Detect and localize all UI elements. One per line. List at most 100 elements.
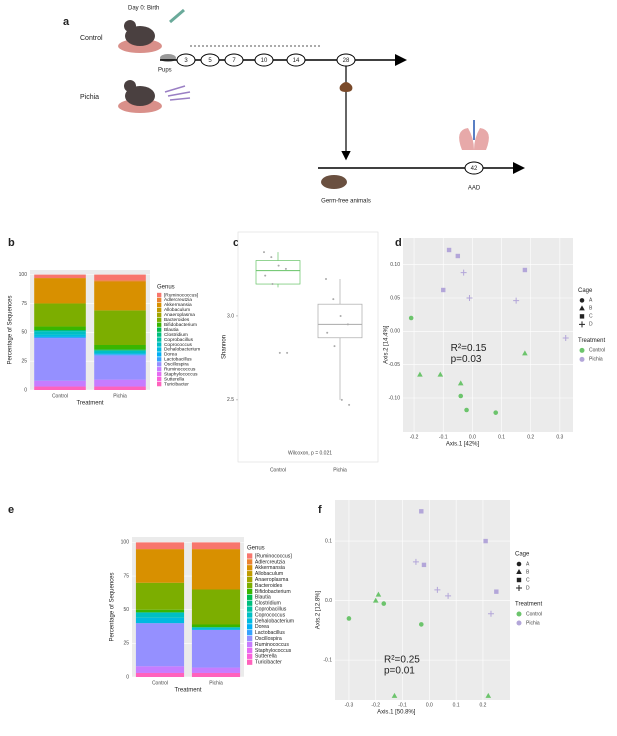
- point: [412, 558, 419, 565]
- legend-swatch: [247, 606, 253, 612]
- point: [437, 371, 444, 377]
- group-label: Pichia: [80, 94, 99, 101]
- point: [458, 393, 464, 399]
- y-axis-title: Shannon: [222, 335, 228, 359]
- legend-symbol: [579, 347, 585, 353]
- legend-swatch: [157, 381, 162, 387]
- pichia-icon: [164, 85, 191, 101]
- legend-swatch: [157, 376, 162, 382]
- legend-label: Staphylococcus: [255, 648, 292, 654]
- bar-segment: [94, 386, 146, 390]
- bar-segment: [94, 354, 146, 356]
- legend-swatch: [247, 635, 253, 642]
- legend-swatch: [247, 659, 253, 665]
- bar-segment: [135, 549, 185, 583]
- legend-swatch: [157, 342, 162, 347]
- legend-swatch: [247, 647, 253, 654]
- legend-swatch: [247, 624, 253, 630]
- legend-swatch: [247, 582, 253, 589]
- legend-label: Anaeroplasma: [255, 577, 289, 583]
- point: [326, 331, 329, 334]
- timepoint-label: 28: [343, 58, 350, 64]
- bar-segment: [94, 345, 146, 350]
- legend-label: Control: [589, 348, 605, 354]
- point: [284, 267, 287, 270]
- bar-segment: [191, 624, 241, 628]
- legend-swatch: [157, 307, 162, 313]
- legend-swatch: [157, 347, 162, 352]
- timepoint-label: 7: [232, 58, 236, 64]
- y-tick-label: 50: [123, 607, 129, 613]
- pups-label: Pups: [158, 68, 172, 74]
- legend-swatch: [247, 576, 253, 583]
- y-tick-label: -0.10: [389, 395, 401, 401]
- legend-swatch: [157, 297, 162, 303]
- x-tick-label: Pichia: [113, 393, 127, 399]
- point: [445, 592, 452, 599]
- y-tick-label: 0.00: [390, 329, 400, 335]
- x-axis-title: Axis.1 [50.8%]: [377, 710, 416, 716]
- y-tick-label: 75: [123, 573, 129, 579]
- y-tick-label: 0.1: [325, 538, 332, 544]
- legend-symbol: [516, 585, 522, 591]
- y-tick-label: 50: [21, 330, 27, 336]
- legend-label: Dorea: [164, 352, 177, 358]
- legend-swatch: [157, 317, 162, 322]
- lung-icon: [459, 128, 489, 150]
- bar-segment: [135, 666, 185, 673]
- legend-swatch: [247, 641, 253, 648]
- annotation: R²=0.15: [451, 343, 487, 354]
- x-axis-title: Treatment: [174, 688, 201, 694]
- panel-label: b: [8, 237, 15, 249]
- panel-a: a Day 0: Birth Control Pichia Pups Germ-…: [63, 6, 525, 205]
- x-tick-label: Pichia: [333, 467, 347, 473]
- bar-segment: [94, 281, 146, 311]
- y-tick-label: 75: [21, 301, 27, 307]
- legend-title: Genus: [157, 285, 175, 291]
- point: [375, 591, 382, 597]
- bar-segment: [94, 349, 146, 351]
- legend-label: Sutterella: [255, 654, 277, 660]
- bar-segment: [34, 380, 86, 387]
- legend-symbol: [516, 611, 522, 617]
- x-tick-label: 0.0: [469, 434, 476, 440]
- legend-swatch: [247, 630, 253, 636]
- plot-background: [335, 500, 510, 700]
- legend-symbol: [516, 577, 522, 583]
- legend-label: C: [589, 314, 593, 320]
- timepoint-label: 5: [208, 58, 212, 64]
- feces-icon: [339, 82, 353, 92]
- timepoint-node: [254, 53, 274, 67]
- point: [419, 509, 424, 514]
- legend-label: Adlercreutzia: [164, 297, 192, 303]
- point: [372, 597, 379, 603]
- point: [408, 315, 414, 321]
- timepoint-node: [176, 53, 196, 67]
- point: [522, 267, 528, 273]
- legend-symbol: [579, 298, 585, 303]
- point: [464, 407, 469, 413]
- panel-label: e: [8, 504, 14, 516]
- panel-label: a: [63, 16, 70, 28]
- timepoint-label: 3: [184, 58, 188, 64]
- legend-label: Anaeroplasma: [164, 312, 195, 318]
- timepoint-node: [336, 53, 356, 67]
- point: [381, 601, 387, 606]
- bar-segment: [135, 609, 185, 613]
- bar-segment: [135, 617, 185, 624]
- legend-swatch: [157, 357, 162, 362]
- point: [441, 287, 446, 293]
- point: [271, 283, 274, 286]
- legend-label: Adlercreutzia: [255, 559, 285, 565]
- y-tick-label: 0.10: [390, 262, 400, 268]
- point: [346, 323, 349, 326]
- legend-label: [Ruminococcus]: [255, 553, 292, 559]
- legend-swatch: [157, 337, 162, 342]
- point: [391, 692, 398, 698]
- bar-segment: [34, 278, 86, 304]
- bar-segment: [191, 542, 241, 550]
- bar-segment: [135, 542, 185, 550]
- y-tick-label: 25: [21, 358, 27, 364]
- legend-label: Bifidobacterium: [164, 322, 197, 328]
